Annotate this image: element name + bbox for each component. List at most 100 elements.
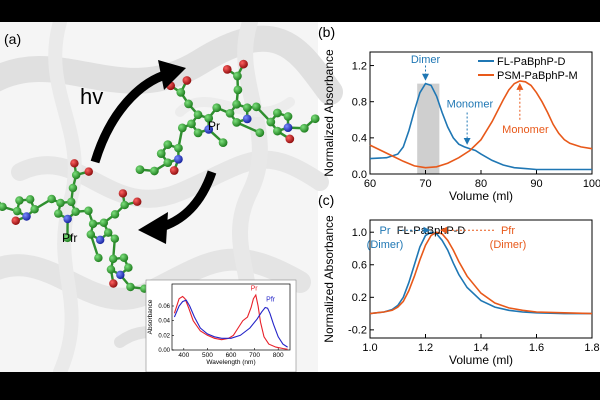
carbon-atom xyxy=(54,209,63,218)
carbon-atom xyxy=(110,234,120,243)
nitrogen-atom xyxy=(283,123,293,132)
pr-dimer-annotation: (Dimer) xyxy=(367,239,404,251)
carbon-atom xyxy=(103,228,113,237)
carbon-atom xyxy=(15,196,24,205)
y-tick-label: 1.2 xyxy=(352,60,367,72)
pfr-annotation: Pfr xyxy=(501,225,515,237)
carbon-atom xyxy=(108,254,118,264)
inset-series-0 xyxy=(173,293,288,350)
x-tick-label: 1.6 xyxy=(529,342,544,354)
carbon-atom xyxy=(156,149,166,159)
panel-a-label: (a) xyxy=(4,31,21,47)
carbon-atom xyxy=(252,102,261,112)
carbon-atom xyxy=(163,158,173,168)
carbon-atom xyxy=(187,119,196,129)
inset-pfr-label: Pfr xyxy=(266,297,276,304)
x-tick-label: 1.8 xyxy=(584,342,599,354)
series-line-1 xyxy=(369,231,593,315)
x-tick-label: 1.4 xyxy=(473,342,488,354)
oxygen-atom xyxy=(132,197,142,206)
inset-x-tick-label: 500 xyxy=(202,352,213,359)
pr-annotation: Pr xyxy=(380,225,391,237)
carbon-atom xyxy=(56,198,65,208)
pfr-label: Pfr xyxy=(62,231,77,245)
carbon-atom xyxy=(25,195,35,204)
oxygen-atom xyxy=(11,216,20,226)
carbon-atom xyxy=(84,206,93,215)
carbon-atom xyxy=(12,206,22,216)
carbon-atom xyxy=(47,194,56,204)
carbon-atom xyxy=(193,128,203,138)
carbon-atom xyxy=(273,126,282,136)
x-tick-label: 1.0 xyxy=(362,342,377,354)
carbon-atom xyxy=(68,183,78,193)
x-axis-label: Volume (ml) xyxy=(449,189,513,203)
inset-series-1 xyxy=(173,299,288,348)
inset-y-tick-label: 0.02 xyxy=(158,333,170,339)
inset-y-axis-label: Absorbance xyxy=(147,299,154,334)
chart-c-title: FL-PaBphP-D xyxy=(397,225,466,237)
nitrogen-atom xyxy=(204,125,214,134)
panel-c-label: (c) xyxy=(318,192,334,208)
carbon-atom xyxy=(255,128,265,138)
hv-label: hv xyxy=(80,84,103,109)
inset-x-axis-label: Wavelength (nm) xyxy=(206,359,255,366)
oxygen-atom xyxy=(70,159,79,168)
y-tick-label: 0.8 xyxy=(352,97,367,109)
oxygen-atom xyxy=(222,64,232,74)
oxygen-atom xyxy=(239,59,248,69)
carbon-atom xyxy=(63,233,72,243)
y-tick-label: -0.2 xyxy=(348,325,367,337)
oxygen-atom xyxy=(109,279,118,288)
carbon-atom xyxy=(273,108,282,118)
forward-arrow-head xyxy=(158,60,186,90)
pr-molecule xyxy=(135,59,320,176)
carbon-atom xyxy=(163,140,173,149)
carbon-atom xyxy=(232,117,241,127)
carbon-atom xyxy=(233,71,242,81)
sec-chart: 60 70 80 90 100 0.0 0.4 0.8 1.2 Volume (ml) Normal… xyxy=(322,49,600,203)
carbon-atom xyxy=(0,202,7,212)
carbon-atom xyxy=(150,166,159,176)
carbon-atom xyxy=(232,99,241,109)
nitrogen-atom xyxy=(22,212,31,221)
x-tick-label: 60 xyxy=(364,178,376,190)
inset-pr-label: Pr xyxy=(251,286,259,293)
oxygen-atom xyxy=(182,76,192,85)
carbon-atom xyxy=(299,123,309,133)
carbon-atom xyxy=(310,114,320,124)
reverse-arrow-head xyxy=(138,212,168,244)
carbon-atom xyxy=(266,117,276,127)
y-axis-label: Normalized Absorbance xyxy=(322,215,336,343)
panel-b-label: (b) xyxy=(318,24,335,40)
forward-arrow xyxy=(90,69,170,164)
legend-entry-0: FL-PaBphP-D xyxy=(497,56,566,68)
inset-x-tick-label: 600 xyxy=(226,352,237,359)
carbon-atom xyxy=(176,88,186,97)
figure: (a) hv Pr Pfr 400 500 600 700 800 0.00 0.02 0.0… xyxy=(0,22,600,372)
nitrogen-atom xyxy=(63,214,72,224)
y-axis-label: Normalized Absorbance xyxy=(322,49,336,177)
carbon-atom xyxy=(212,103,222,113)
carbon-atom xyxy=(283,112,293,121)
x-tick-label: 80 xyxy=(475,178,487,190)
monomer-annotation-blue: Monomer xyxy=(447,99,494,111)
pr-pfr-chart: 1.0 1.2 1.4 1.6 1.8 -0.2 0.2 0.6 1.0 Volume (ml) N… xyxy=(322,215,600,367)
series-line-1 xyxy=(369,80,593,169)
y-tick-label: 0.4 xyxy=(352,133,367,145)
y-tick-label: 0.0 xyxy=(352,169,367,181)
oxygen-atom xyxy=(118,189,128,198)
nitrogen-atom xyxy=(242,114,252,124)
carbon-atom xyxy=(110,210,120,219)
pfr-molecule xyxy=(0,159,149,293)
carbon-atom xyxy=(94,253,103,263)
carbon-atom xyxy=(71,207,80,216)
carbon-atom xyxy=(218,138,228,148)
x-tick-label: 100 xyxy=(583,178,600,190)
dimer-annotation: Dimer xyxy=(411,54,441,66)
carbon-atom xyxy=(225,108,235,118)
pr-label: Pr xyxy=(208,119,220,133)
carbon-atom xyxy=(135,165,145,175)
nitrogen-atom xyxy=(174,154,183,164)
carbon-atom xyxy=(99,218,109,228)
